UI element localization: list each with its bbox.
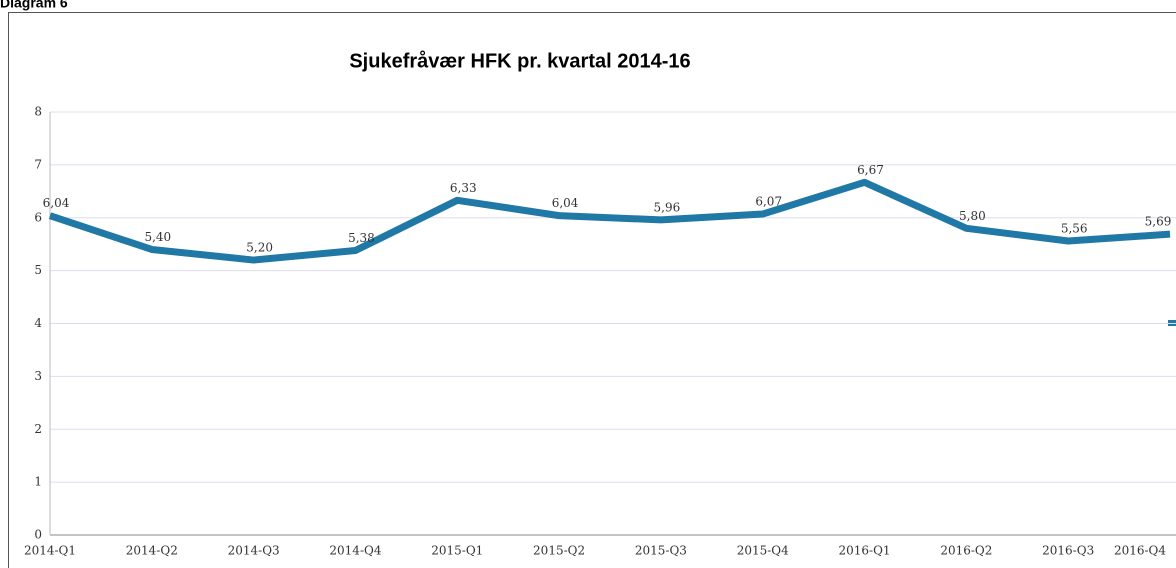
- value-label: 5,38: [348, 231, 375, 245]
- y-tick-label: 0: [34, 528, 42, 542]
- x-tick-label: 2016-Q3: [1042, 544, 1094, 558]
- value-label: 6,04: [43, 196, 70, 210]
- y-tick-label: 5: [34, 263, 42, 277]
- frame: [8, 12, 1176, 568]
- y-tick-label: 4: [34, 316, 42, 330]
- value-label: 5,56: [1061, 222, 1088, 236]
- value-label: 6,04: [552, 196, 579, 210]
- y-tick-label: 6: [34, 210, 42, 224]
- value-label: 5,96: [654, 200, 681, 214]
- value-label: 5,69: [1145, 215, 1172, 229]
- x-tick-label: 2015-Q1: [431, 544, 483, 558]
- value-label: 5,20: [246, 241, 273, 255]
- value-label: 6,33: [450, 181, 477, 195]
- x-tick-label: 2016-Q1: [839, 544, 891, 558]
- x-tick-label: 2014-Q2: [126, 544, 178, 558]
- x-tick-label: 2015-Q2: [533, 544, 585, 558]
- y-tick-label: 8: [34, 105, 42, 119]
- value-label: 5,80: [959, 209, 986, 223]
- y-tick-label: 2: [34, 422, 42, 436]
- value-label: 6,67: [857, 163, 884, 177]
- y-tick-label: 1: [34, 475, 42, 489]
- x-tick-label: 2016-Q2: [940, 544, 992, 558]
- x-tick-label: 2015-Q3: [635, 544, 687, 558]
- x-tick-label: 2014-Q1: [24, 544, 76, 558]
- x-tick-label: 2016-Q4: [1114, 544, 1166, 558]
- x-tick-label: 2014-Q3: [228, 544, 280, 558]
- value-label: 5,40: [144, 230, 171, 244]
- caption: Diagram 6: [0, 0, 68, 11]
- x-tick-label: 2015-Q4: [737, 544, 789, 558]
- data-line: [48, 178, 1171, 264]
- x-tick-label: 2014-Q4: [329, 544, 381, 558]
- y-tick-label: 3: [34, 369, 42, 383]
- value-label: 6,07: [755, 195, 782, 209]
- chart-title: Sjukefråvær HFK pr. kvartal 2014-16: [349, 49, 690, 72]
- y-tick-label: 7: [34, 157, 42, 171]
